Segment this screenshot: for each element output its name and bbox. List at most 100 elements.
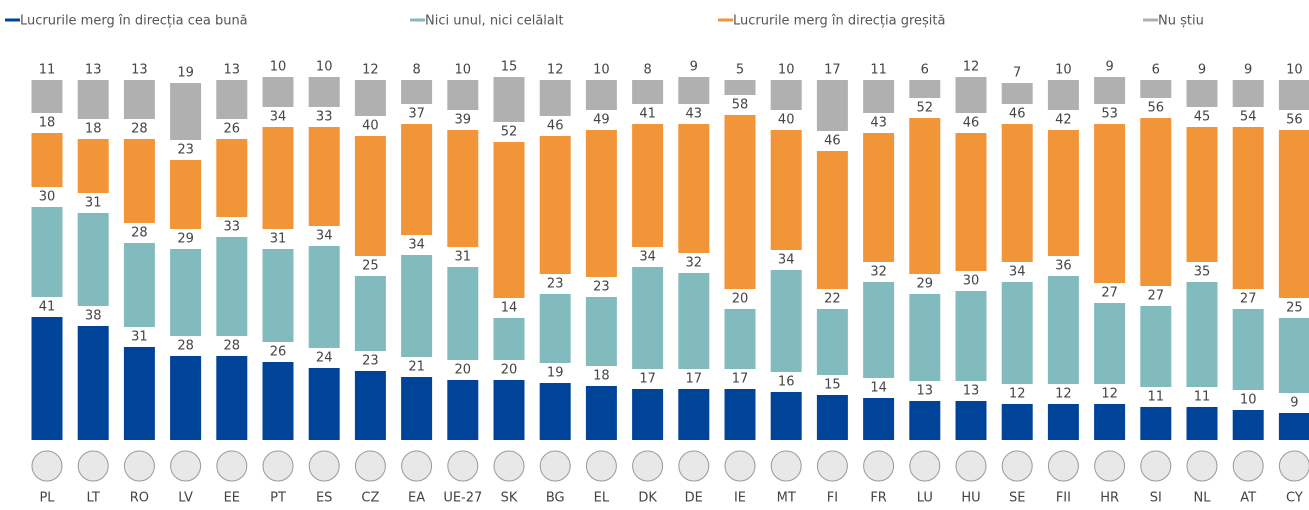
x-tick-label: SK bbox=[501, 491, 518, 506]
bar-segment bbox=[678, 273, 710, 369]
bar-segment bbox=[77, 326, 109, 440]
x-tick-label: SI bbox=[1150, 491, 1162, 506]
flag bbox=[678, 450, 710, 482]
bar-segment bbox=[77, 213, 109, 306]
value-label: 12 bbox=[1009, 387, 1026, 402]
flag bbox=[1094, 450, 1126, 482]
value-label: 13 bbox=[85, 63, 102, 78]
bar-segment bbox=[955, 291, 987, 381]
bar-segment bbox=[1047, 276, 1079, 384]
value-label: 13 bbox=[131, 63, 148, 78]
flag bbox=[539, 450, 571, 482]
value-label: 38 bbox=[85, 309, 102, 324]
value-label: 26 bbox=[224, 122, 241, 137]
bar-segment bbox=[1001, 404, 1033, 440]
value-label: 33 bbox=[316, 110, 333, 125]
value-label: 14 bbox=[870, 381, 887, 396]
x-tick-label: FR bbox=[870, 491, 887, 506]
bar-segment bbox=[1094, 303, 1126, 384]
bar-segment bbox=[955, 77, 987, 113]
bar-segment bbox=[539, 294, 571, 363]
value-label: 11 bbox=[1148, 390, 1165, 405]
bar-segment bbox=[1232, 80, 1264, 107]
bar-segment bbox=[632, 124, 664, 247]
flag bbox=[770, 450, 802, 482]
bar-segment bbox=[447, 80, 479, 110]
x-tick-label: LV bbox=[178, 491, 193, 506]
value-label: 27 bbox=[1101, 286, 1118, 301]
x-tick-label: EL bbox=[594, 491, 610, 506]
bar-segment bbox=[447, 130, 479, 247]
value-label: 9 bbox=[1244, 63, 1252, 78]
flag bbox=[955, 450, 987, 482]
bar-segment bbox=[1232, 309, 1264, 390]
x-tick-label: CY bbox=[1286, 491, 1303, 506]
bar-segment bbox=[770, 130, 802, 250]
value-label: 20 bbox=[455, 363, 472, 378]
value-label: 43 bbox=[870, 116, 887, 131]
value-label: 12 bbox=[362, 63, 379, 78]
value-label: 9 bbox=[1198, 63, 1206, 78]
x-tick-label: DK bbox=[638, 491, 657, 506]
flag bbox=[1232, 450, 1264, 482]
value-label: 17 bbox=[732, 372, 749, 387]
bar-segment bbox=[354, 276, 386, 351]
bar-segment bbox=[31, 133, 63, 187]
flag bbox=[447, 450, 479, 482]
bar-segment bbox=[585, 386, 617, 440]
bar-segment bbox=[909, 294, 941, 381]
bar-segment bbox=[262, 77, 294, 107]
bar-segment bbox=[585, 130, 617, 277]
bar-segment bbox=[539, 136, 571, 274]
bar-segment bbox=[1094, 404, 1126, 440]
value-label: 35 bbox=[1194, 265, 1211, 280]
value-label: 10 bbox=[316, 60, 333, 75]
value-label: 34 bbox=[316, 229, 333, 244]
value-label: 40 bbox=[778, 113, 795, 128]
value-label: 54 bbox=[1240, 110, 1257, 125]
bar-segment bbox=[770, 80, 802, 110]
value-label: 10 bbox=[593, 63, 610, 78]
flag bbox=[31, 450, 63, 482]
value-label: 32 bbox=[686, 256, 703, 271]
flag bbox=[585, 450, 617, 482]
x-tick-label: HR bbox=[1100, 491, 1119, 506]
bar-segment bbox=[493, 77, 525, 122]
value-label: 7 bbox=[1013, 66, 1021, 81]
value-label: 23 bbox=[177, 143, 194, 158]
bar-segment bbox=[770, 270, 802, 372]
bar-segment bbox=[585, 297, 617, 366]
bar-segment bbox=[909, 80, 941, 98]
value-label: 37 bbox=[408, 107, 425, 122]
value-label: 11 bbox=[1194, 390, 1211, 405]
value-label: 28 bbox=[131, 226, 148, 241]
bar-segment bbox=[1140, 80, 1172, 98]
value-label: 46 bbox=[1009, 107, 1026, 122]
value-label: 16 bbox=[778, 375, 795, 390]
value-label: 9 bbox=[1105, 60, 1113, 75]
flag bbox=[816, 450, 848, 482]
value-label: 12 bbox=[1101, 387, 1118, 402]
flag bbox=[632, 450, 664, 482]
value-label: 31 bbox=[131, 330, 148, 345]
x-tick-label: PL bbox=[39, 491, 55, 506]
value-label: 14 bbox=[501, 301, 518, 316]
value-label: 58 bbox=[732, 98, 749, 113]
flag bbox=[1001, 450, 1033, 482]
bar-segment bbox=[863, 133, 895, 262]
x-tick-label: EA bbox=[408, 491, 425, 506]
value-label: 12 bbox=[963, 60, 980, 75]
bar-segment bbox=[216, 80, 248, 119]
bar-segment bbox=[909, 401, 941, 440]
bar-segment bbox=[354, 80, 386, 116]
flag bbox=[1140, 450, 1172, 482]
flag bbox=[1278, 450, 1309, 482]
value-label: 41 bbox=[639, 107, 656, 122]
value-label: 10 bbox=[1240, 393, 1257, 408]
value-label: 28 bbox=[224, 339, 241, 354]
bar-segment bbox=[863, 80, 895, 113]
value-label: 42 bbox=[1055, 113, 1072, 128]
value-label: 23 bbox=[593, 280, 610, 295]
bar-segment bbox=[1047, 130, 1079, 256]
value-label: 8 bbox=[643, 63, 651, 78]
